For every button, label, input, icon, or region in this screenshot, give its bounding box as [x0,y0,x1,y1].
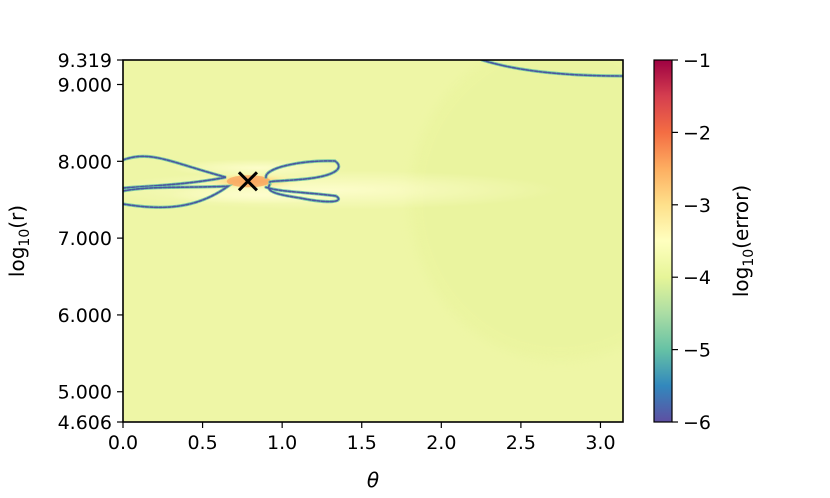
y-tick-label: 6.000 [58,305,112,327]
y-tick-label: 8.000 [58,151,112,173]
heatmap-field [123,60,623,422]
colorbar-tick-label: −2 [683,122,711,144]
y-tick-label: 9.000 [58,75,112,97]
colorbar-tick-label: −3 [683,195,711,217]
colorbar-label: log10(error) [729,185,757,297]
colorbar-tick-label: −6 [683,412,711,434]
colorbar-tick-label: −4 [683,267,711,289]
plot-frame [122,59,624,423]
x-tick-label: 1.5 [347,432,377,454]
colorbar [653,59,673,423]
y-axis-label: log10(r) [5,205,33,277]
x-axis-label: θ [367,468,379,492]
y-axis-label-sub: 10 [17,229,33,247]
colorbar-tick-label: −1 [683,50,711,72]
low-error-contour [123,155,227,189]
x-tick-label: 3.0 [585,432,615,454]
colorbar-label-sub: 10 [741,249,757,267]
y-tick-label: 5.000 [58,382,112,404]
x-tick-label: 0.5 [187,432,217,454]
x-tick-label: 2.0 [426,432,456,454]
low-error-contour [265,160,340,184]
colorbar-ticks: −1 −2 −3 −4 −5 −6 [672,50,711,434]
y-axis-label-tail: (r) [5,205,29,229]
y-tick-label: 7.000 [58,228,112,250]
low-error-contour [123,185,231,209]
x-tick-label: 2.5 [506,432,536,454]
y-tick-label: 4.606 [58,412,112,434]
y-axis-ticks: 4.606 5.000 6.000 7.000 8.000 9.000 9.319 [58,50,123,434]
y-tick-label: 9.319 [58,50,112,72]
low-error-contour [481,60,623,77]
low-error-contour [265,183,340,203]
x-tick-label: 1.0 [267,432,297,454]
colorbar-tick-label: −5 [683,340,711,362]
colorbar-label-tail: (error) [729,185,753,249]
colorbar-label-main: log [729,267,753,298]
background-shade [410,60,623,360]
marker-cross-stroke-2 [237,171,258,192]
x-axis-ticks: 0.0 0.5 1.0 1.5 2.0 2.5 3.0 [108,422,616,454]
y-axis-label-main: log [5,247,29,278]
x-tick-label: 0.0 [108,432,138,454]
